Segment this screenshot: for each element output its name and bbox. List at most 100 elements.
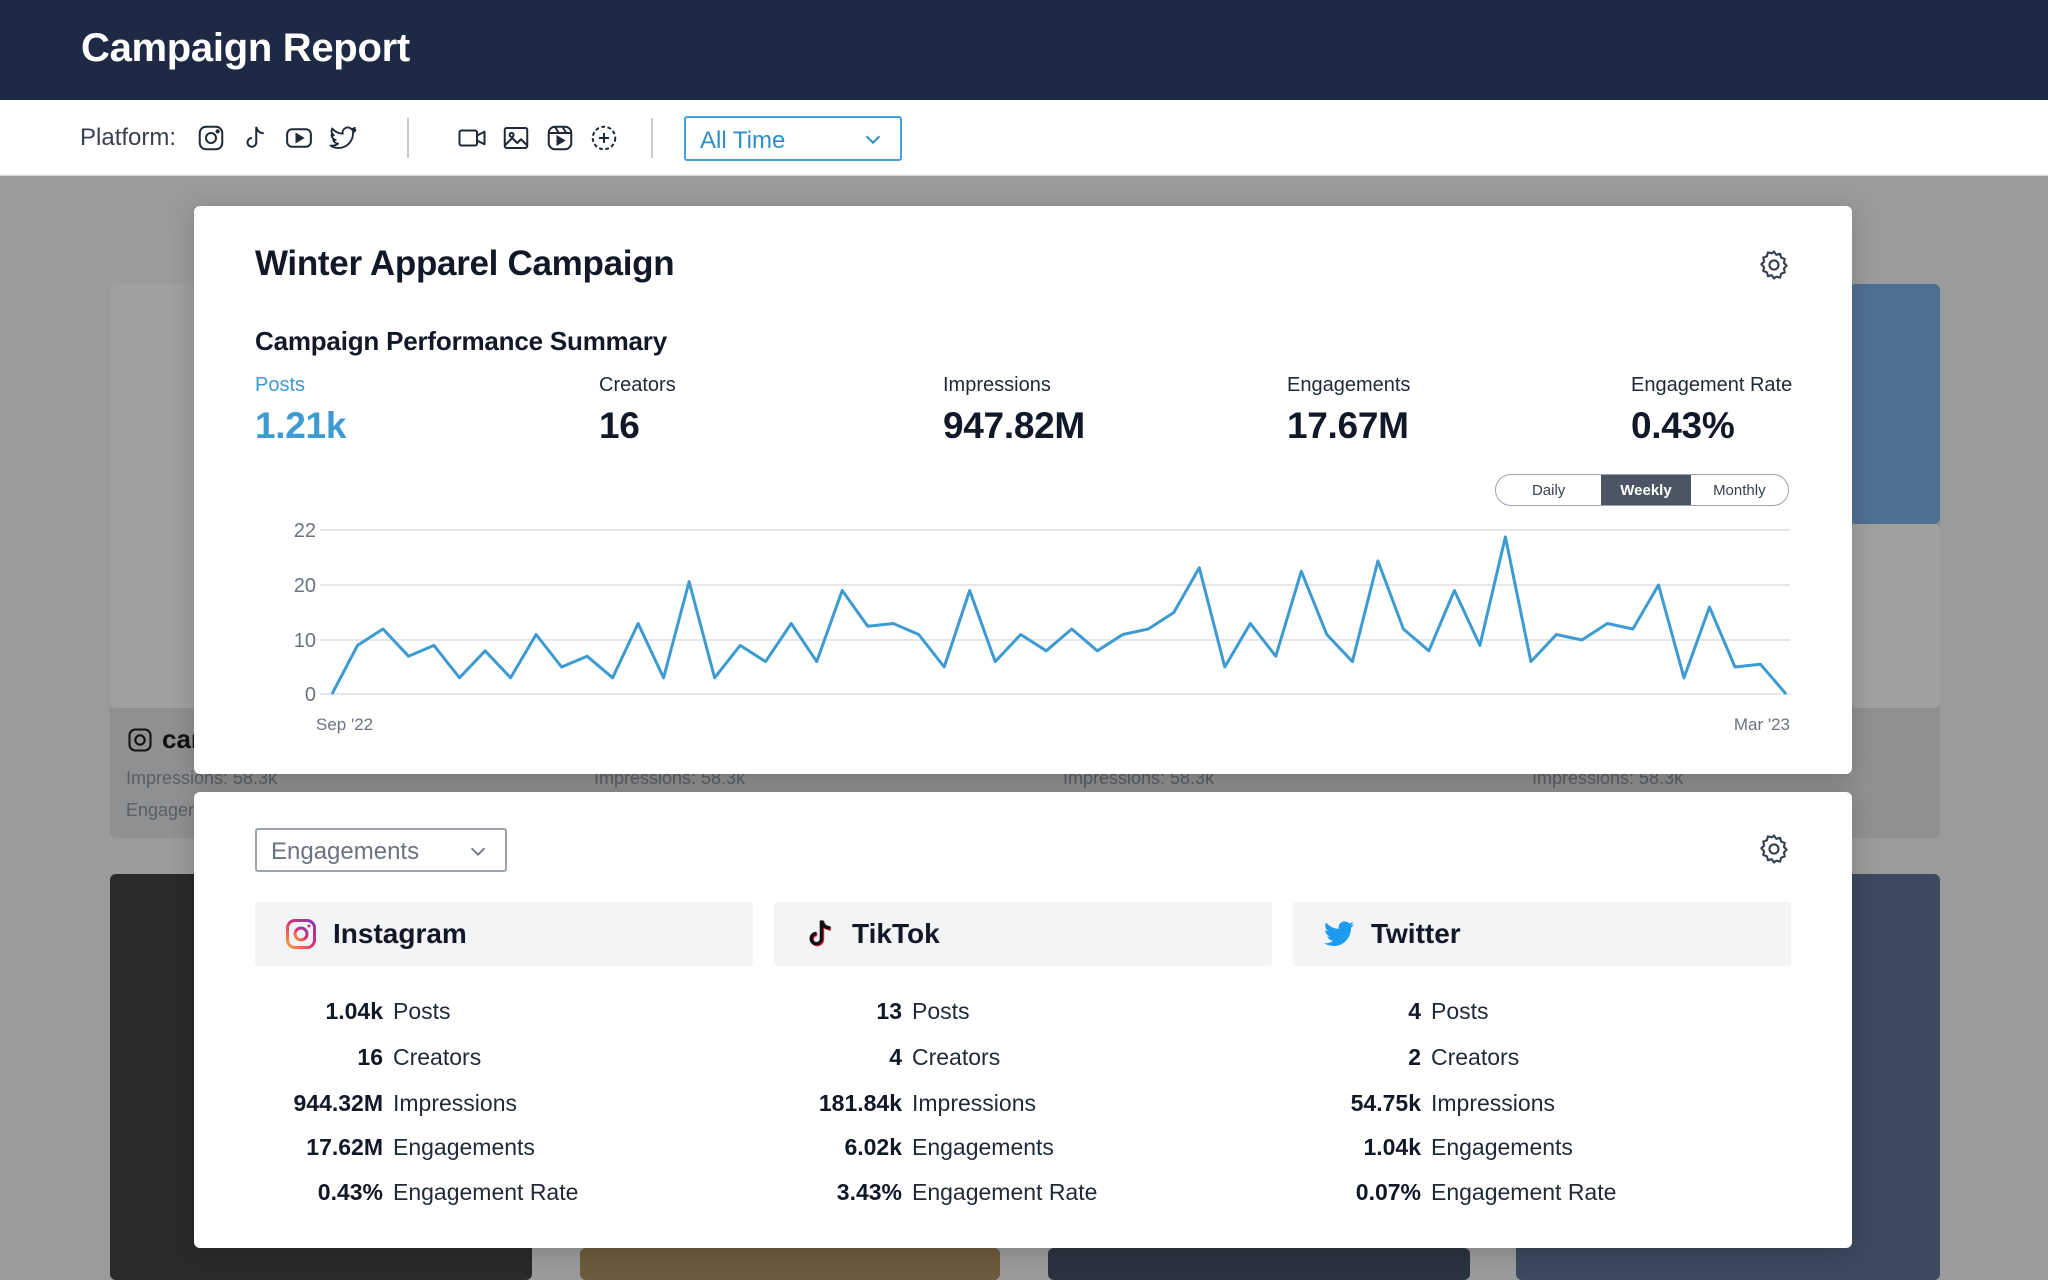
platform-name: Twitter: [1371, 918, 1461, 949]
platform-header: Instagram: [255, 902, 753, 966]
stat-label: Engagements: [1287, 374, 1411, 396]
posts-line-chart: 0 10 20 22 Sep '22 Mar '23: [294, 520, 1790, 734]
row-label: Posts: [1431, 998, 1489, 1024]
metric-value: Engagements: [271, 838, 420, 865]
app-header: Campaign Report: [0, 0, 2048, 100]
row-value: 4: [889, 1044, 902, 1070]
row-value: 3.43%: [836, 1179, 902, 1205]
list-item: 2 Creators: [1293, 1044, 1791, 1074]
row-label: Engagement Rate: [1431, 1179, 1617, 1205]
row-value: 1.04k: [325, 998, 383, 1024]
row-value: 16: [357, 1044, 383, 1070]
list-item: 1.04k Engagements: [1293, 1134, 1791, 1164]
tiktok-icon: [809, 920, 832, 947]
stat-engagement-rate[interactable]: Engagement Rate 0.43%: [1631, 374, 1792, 447]
granularity-daily[interactable]: Daily: [1531, 481, 1566, 499]
y-tick-label: 20: [294, 575, 316, 597]
platform-header: Twitter: [1293, 902, 1791, 966]
post-card-image: [580, 1248, 1000, 1280]
campaign-title: Winter Apparel Campaign: [255, 244, 675, 283]
video-icon[interactable]: [456, 122, 488, 154]
granularity-monthly[interactable]: Monthly: [1713, 481, 1766, 499]
row-label: Impressions: [1431, 1090, 1555, 1116]
stat-posts[interactable]: Posts 1.21k: [255, 374, 346, 447]
x-tick-label-start: Sep '22: [316, 715, 373, 734]
summary-title: Campaign Performance Summary: [255, 326, 667, 356]
stat-value: 0.43%: [1631, 405, 1735, 446]
time-range-dropdown[interactable]: All Time: [684, 116, 902, 161]
stat-value: 1.21k: [255, 405, 347, 446]
filter-divider: [407, 118, 409, 158]
reel-icon[interactable]: [544, 122, 576, 154]
gear-icon[interactable]: [1757, 248, 1791, 282]
add-circle-icon[interactable]: [588, 122, 620, 154]
list-item: 181.84k Impressions: [774, 1090, 1272, 1120]
y-tick-label: 22: [294, 520, 316, 542]
platform-name: TikTok: [852, 918, 940, 949]
row-label: Posts: [393, 998, 451, 1024]
stat-impressions[interactable]: Impressions 947.82M: [943, 374, 1085, 447]
list-item: 4 Creators: [774, 1044, 1272, 1074]
chevron-down-icon: [470, 847, 486, 856]
stat-label: Posts: [255, 374, 306, 396]
stat-label: Creators: [599, 374, 676, 396]
row-label: Posts: [912, 998, 970, 1024]
metric-dropdown[interactable]: Engagements: [255, 828, 507, 872]
page-title: Campaign Report: [81, 26, 410, 70]
row-value: 181.84k: [818, 1090, 902, 1116]
platform-header: TikTok: [774, 902, 1272, 966]
list-item: 6.02k Engagements: [774, 1134, 1272, 1164]
gear-icon[interactable]: [1757, 832, 1791, 866]
platform-breakdown-panel: Engagements Instagram 1.04k Posts 16 Creat…: [194, 792, 1852, 1248]
tiktok-icon[interactable]: [239, 122, 271, 154]
list-item: 13 Posts: [774, 998, 1272, 1028]
row-label: Engagement Rate: [393, 1179, 579, 1205]
twitter-icon: [1324, 921, 1354, 946]
row-label: Engagements: [912, 1134, 1054, 1160]
instagram-icon[interactable]: [195, 122, 227, 154]
stat-value: 17.67M: [1287, 405, 1409, 446]
list-item: 17.62M Engagements: [255, 1134, 753, 1164]
instagram-icon: [286, 919, 316, 949]
list-item: 16 Creators: [255, 1044, 753, 1074]
row-value: 944.32M: [293, 1090, 383, 1116]
row-label: Creators: [393, 1044, 482, 1070]
platform-column-twitter: Twitter 4 Posts 2 Creators 54.75k Impressio…: [1293, 902, 1791, 1205]
row-value: 1.04k: [1363, 1134, 1421, 1160]
row-label: Engagements: [1431, 1134, 1573, 1160]
platform-name: Instagram: [333, 918, 467, 949]
chevron-down-icon: [865, 135, 881, 145]
platform-column-tiktok: TikTok 13 Posts 4 Creators 181.84k Impressi…: [774, 902, 1272, 1205]
y-tick-label: 0: [305, 684, 316, 706]
row-value: 0.43%: [317, 1179, 383, 1205]
y-tick-label: 10: [294, 630, 316, 652]
filter-divider: [651, 118, 653, 158]
post-card-image: [1048, 1248, 1470, 1280]
stat-label: Impressions: [943, 374, 1051, 396]
row-value: 17.62M: [306, 1134, 383, 1160]
instagram-icon: [128, 728, 152, 752]
x-tick-label-end: Mar '23: [1734, 715, 1790, 734]
youtube-icon[interactable]: [283, 122, 315, 154]
row-label: Engagement Rate: [912, 1179, 1098, 1205]
stat-engagements[interactable]: Engagements 17.67M: [1287, 374, 1410, 447]
time-range-value: All Time: [700, 127, 786, 154]
stat-value: 16: [599, 405, 640, 446]
row-label: Creators: [1431, 1044, 1520, 1070]
list-item: 54.75k Impressions: [1293, 1090, 1791, 1120]
list-item: 3.43% Engagement Rate: [774, 1179, 1272, 1209]
row-label: Impressions: [912, 1090, 1036, 1116]
image-icon[interactable]: [500, 122, 532, 154]
row-value: 0.07%: [1355, 1179, 1421, 1205]
stat-creators[interactable]: Creators 16: [599, 374, 676, 447]
filter-bar: Platform: All Time: [0, 100, 2048, 176]
row-value: 13: [876, 998, 902, 1024]
twitter-icon[interactable]: [327, 122, 359, 154]
granularity-weekly[interactable]: Weekly: [1601, 475, 1691, 505]
granularity-toggle: Daily Weekly Monthly: [1495, 474, 1789, 506]
platform-column-instagram: Instagram 1.04k Posts 16 Creators 944.32M I…: [255, 902, 753, 1205]
list-item: 944.32M Impressions: [255, 1090, 753, 1120]
post-card-image: [1850, 524, 1940, 708]
campaign-summary-panel: Winter Apparel Campaign Campaign Perform…: [194, 206, 1852, 774]
row-value: 2: [1408, 1044, 1421, 1070]
